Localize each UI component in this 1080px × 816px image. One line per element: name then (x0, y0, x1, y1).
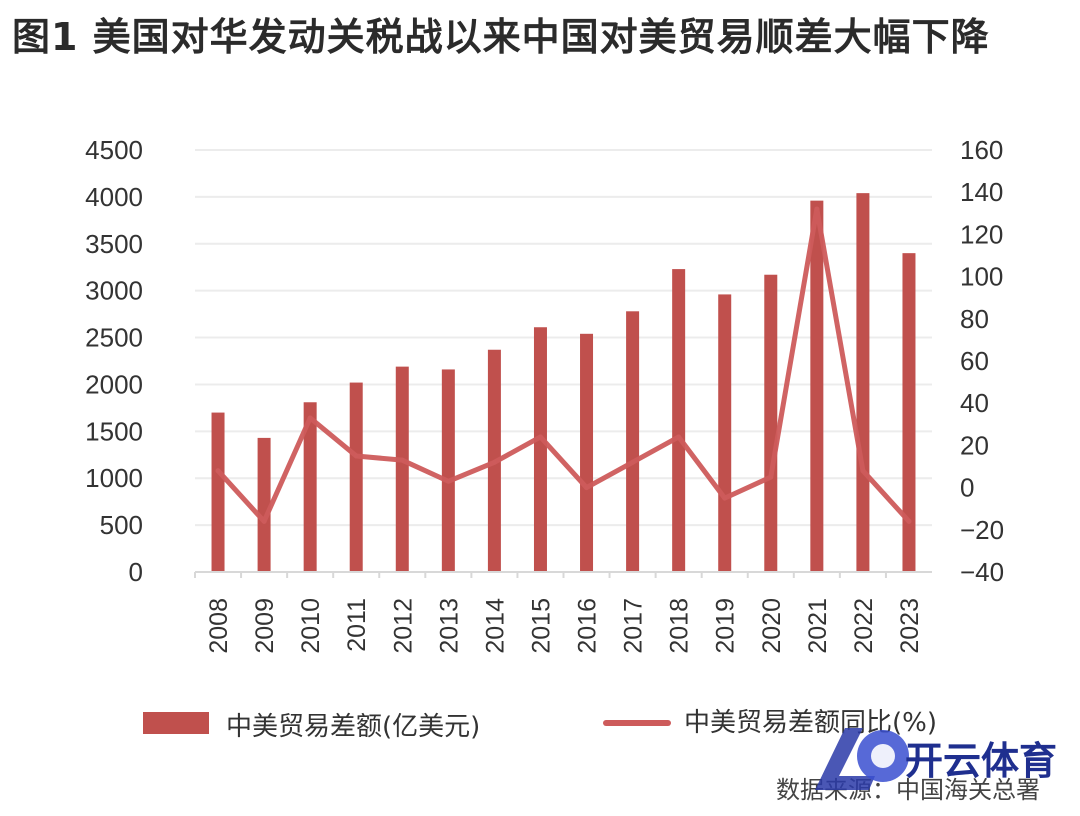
left-tick-label: 0 (129, 557, 143, 587)
line-point (584, 485, 590, 491)
bar (211, 412, 225, 572)
bar (580, 333, 594, 572)
line-point (445, 478, 451, 484)
x-tick-label: 2013 (435, 598, 463, 654)
right-tick-label: 120 (960, 219, 1003, 249)
right-tick-label: 0 (960, 473, 974, 503)
x-tick-label: 2023 (896, 598, 924, 654)
line-path (215, 206, 912, 524)
x-tick-label: 2009 (251, 598, 279, 654)
right-tick-label: 20 (960, 430, 989, 460)
bar (395, 366, 409, 572)
bar (626, 311, 640, 572)
line-point (768, 474, 774, 480)
right-tick-label: 160 (960, 135, 1003, 165)
bar (810, 200, 824, 572)
x-tick-label: 2018 (666, 598, 694, 654)
bar (902, 253, 916, 572)
x-tick-label: 2019 (712, 598, 740, 654)
left-axis-ticks: 0 500 1000 1500 2000 2500 3000 3500 4000 4500 (85, 135, 143, 587)
x-tick-label: 2021 (804, 598, 832, 654)
left-tick-label: 2500 (85, 323, 143, 353)
x-tick-label: 2011 (343, 598, 371, 652)
left-tick-label: 4500 (85, 135, 143, 165)
x-tick-label: 2016 (574, 598, 602, 654)
bar (672, 269, 686, 572)
line-point (491, 459, 497, 465)
bar (303, 402, 317, 572)
x-tick-label: 2012 (389, 598, 417, 654)
legend: 中美贸易差额(亿美元) 中美贸易差额同比(%) (0, 700, 1080, 750)
x-axis-ticks: 2008 2009 2010 2011 2012 2013 2014 2015 2016 2017… (194, 572, 924, 654)
right-axis-ticks: −40 −20 0 20 40 60 80 100 120 140 160 (960, 135, 1004, 587)
line-point (399, 457, 405, 463)
x-tick-label: 2014 (481, 598, 509, 654)
line-point (215, 468, 221, 474)
right-tick-label: 140 (960, 177, 1003, 207)
bar (257, 437, 271, 572)
line-point (860, 468, 866, 474)
line-point (722, 495, 728, 501)
x-tick-label: 2015 (527, 598, 555, 654)
left-tick-label: 1000 (85, 463, 143, 493)
left-tick-label: 3000 (85, 276, 143, 306)
left-tick-label: 1500 (85, 416, 143, 446)
legend-label-bar: 中美贸易差额(亿美元) (226, 712, 481, 742)
bar (764, 274, 778, 572)
bar (718, 294, 732, 572)
left-tick-label: 4000 (85, 182, 143, 212)
x-tick-label: 2020 (758, 598, 786, 654)
right-tick-label: 80 (960, 304, 989, 334)
line-point (676, 434, 682, 440)
bar (856, 193, 870, 573)
right-tick-label: 100 (960, 262, 1003, 292)
bar-series (211, 193, 916, 573)
bar (349, 382, 363, 572)
x-tick-label: 2008 (205, 598, 233, 654)
right-tick-label: −20 (960, 515, 1004, 545)
watermark-logo (815, 728, 909, 790)
line-series (215, 206, 912, 524)
line-point (537, 434, 543, 440)
right-tick-label: 40 (960, 388, 989, 418)
left-tick-label: 500 (100, 510, 143, 540)
line-point (353, 453, 359, 459)
x-tick-label: 2010 (297, 598, 325, 654)
x-tick-label: 2022 (850, 598, 878, 654)
line-point (307, 415, 313, 421)
right-tick-label: 60 (960, 346, 989, 376)
line-point (261, 518, 267, 524)
left-tick-label: 2000 (85, 369, 143, 399)
watermark-text: 开云体育 (905, 739, 1058, 783)
line-point (630, 459, 636, 465)
bar (441, 369, 455, 572)
line-point (814, 206, 820, 212)
x-tick-label: 2017 (620, 598, 648, 654)
right-tick-label: −40 (960, 557, 1004, 587)
left-tick-label: 3500 (85, 229, 143, 259)
bar (533, 327, 547, 572)
legend-swatch-bar (143, 712, 209, 734)
legend-swatch-line (603, 720, 671, 726)
chart-title: 图1 美国对华发动关税战以来中国对美贸易顺差大幅下降 (12, 15, 990, 59)
line-point (906, 518, 912, 524)
